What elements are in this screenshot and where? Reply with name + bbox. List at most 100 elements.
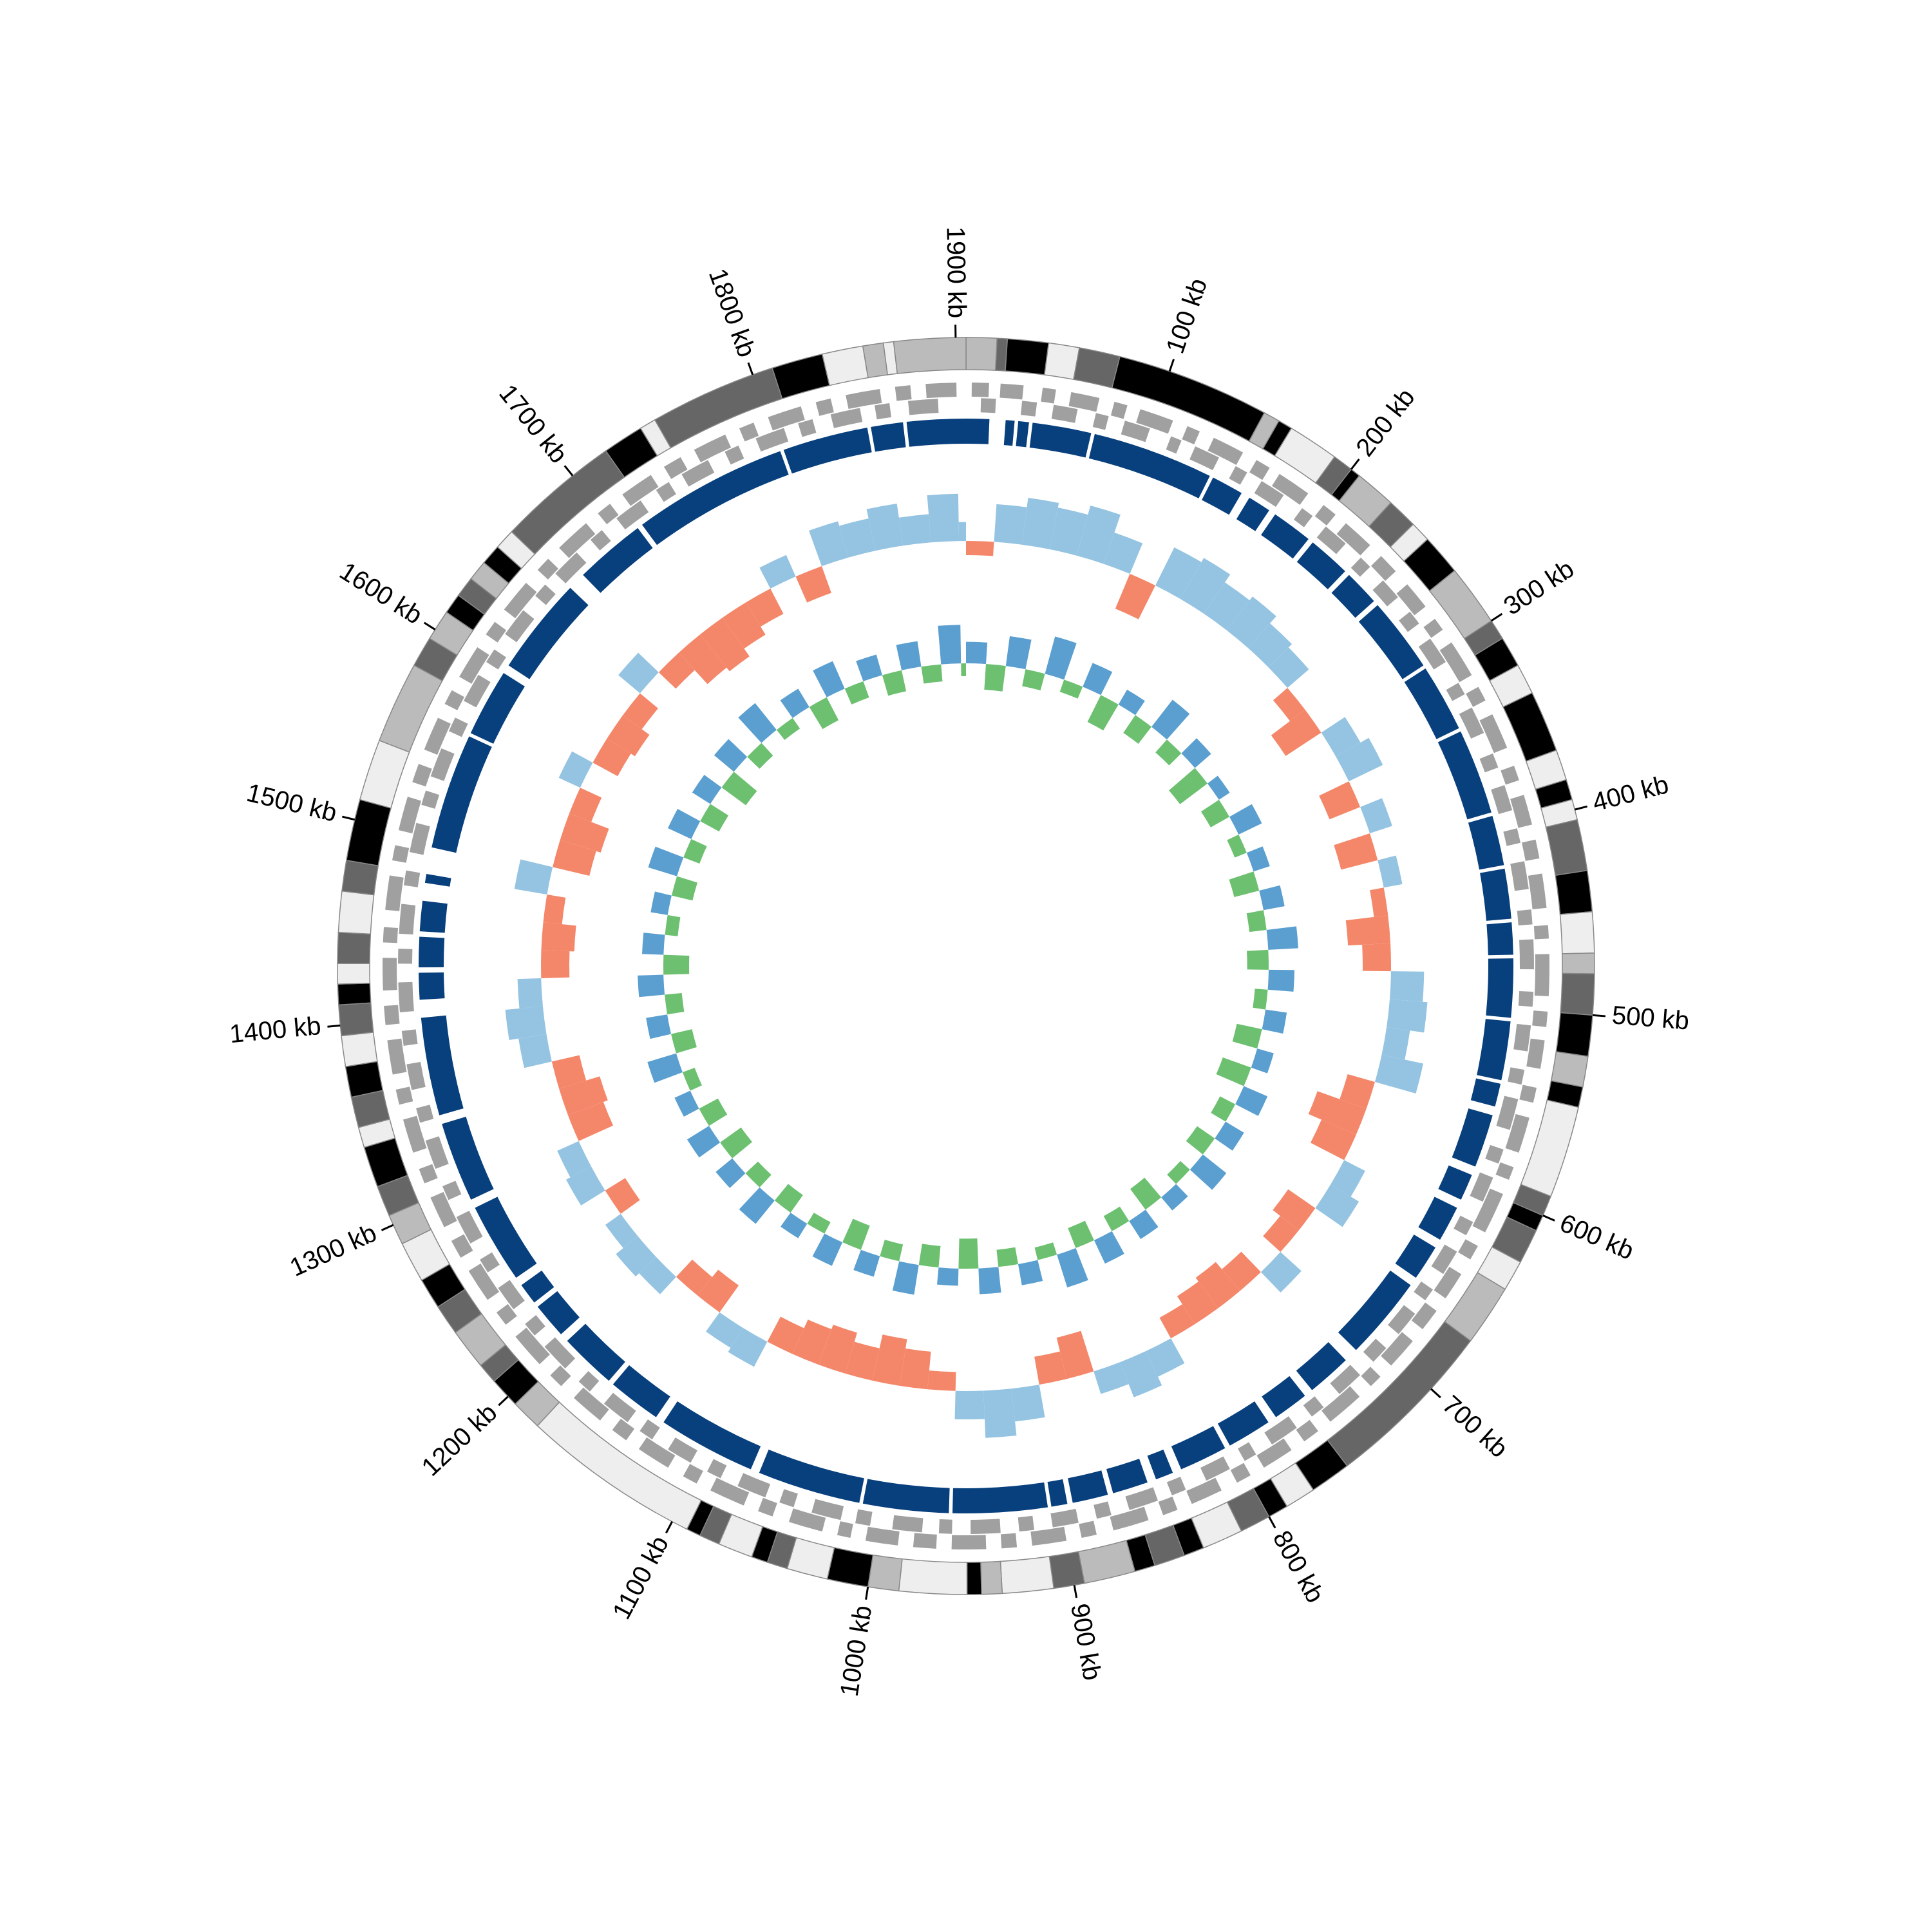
gc-skew-bar — [1334, 833, 1378, 870]
gc-skew-bar — [1177, 1282, 1218, 1325]
gene — [1396, 584, 1426, 616]
gene — [598, 504, 619, 525]
contig — [431, 736, 492, 853]
band — [1562, 952, 1595, 974]
gc-content-bar — [663, 954, 690, 975]
gc-skew-bar — [505, 1006, 547, 1041]
gene — [382, 958, 397, 991]
gc-content-bar — [699, 1098, 728, 1126]
gc-skew-bar — [697, 1269, 739, 1312]
gene — [683, 1464, 703, 1484]
gc-content-bar — [683, 838, 707, 864]
gene — [1517, 909, 1533, 925]
band — [980, 1560, 1003, 1595]
gc-skew-bar — [1146, 1338, 1185, 1377]
tick-label: 1400 kb — [229, 1012, 323, 1048]
gc-content-bar — [638, 974, 665, 998]
gene — [622, 475, 659, 506]
band — [345, 1061, 384, 1098]
gene — [1370, 556, 1396, 582]
gc-skew-bar — [1247, 623, 1293, 668]
gene — [1491, 785, 1513, 815]
gene — [907, 399, 939, 415]
gene — [1387, 1305, 1416, 1334]
contig — [1016, 421, 1029, 448]
gc-skew-bar — [1273, 1189, 1316, 1231]
gene — [1094, 1501, 1112, 1519]
contig — [1338, 1270, 1411, 1350]
gc-content-bar — [896, 641, 922, 670]
gene — [430, 748, 455, 781]
gc-skew-bar — [1195, 1262, 1240, 1309]
gene — [789, 1508, 826, 1532]
gene — [1166, 436, 1182, 454]
gc-content-bar — [674, 1090, 699, 1117]
gene — [1264, 1416, 1297, 1445]
gene — [1414, 1281, 1433, 1301]
tick-mark — [381, 1224, 394, 1231]
gene — [463, 674, 491, 708]
gc-content-bar — [958, 1238, 979, 1269]
gc-skew-bar — [1389, 971, 1425, 1002]
gene — [421, 790, 440, 809]
gene — [442, 1180, 462, 1200]
gene — [550, 1365, 571, 1387]
gene — [444, 690, 464, 710]
gc-skew-bar — [569, 788, 602, 822]
gc-skew-bar — [699, 618, 750, 672]
gc-content-bar — [844, 681, 869, 705]
gc-skew-bar — [1362, 943, 1391, 972]
gc-content-bar — [1129, 1209, 1159, 1240]
tick-mark — [1592, 1014, 1606, 1018]
gene — [1479, 753, 1499, 773]
gene — [1533, 925, 1549, 940]
gene — [1399, 611, 1419, 632]
gene — [768, 406, 805, 431]
gc-content-bar — [1057, 1248, 1088, 1288]
gene — [638, 1437, 676, 1468]
gene — [951, 1535, 987, 1550]
gc-skew-bar — [795, 566, 831, 603]
gc-content-bar — [984, 664, 1006, 692]
contig — [1171, 1426, 1226, 1470]
gene — [737, 1473, 771, 1498]
gene — [1454, 1215, 1473, 1236]
tick-mark — [1542, 1215, 1555, 1222]
gene — [724, 445, 744, 465]
contig — [1296, 542, 1345, 590]
contig — [583, 527, 653, 593]
gc-content-bar — [882, 670, 907, 696]
gc-content-bar — [721, 772, 757, 806]
gene — [1503, 828, 1521, 846]
gene — [384, 1005, 400, 1025]
gene — [1018, 1515, 1034, 1532]
tick-label: 1600 kb — [335, 557, 428, 630]
gc-content-bar — [665, 914, 681, 936]
contig — [952, 1482, 1048, 1513]
contig — [1418, 1197, 1457, 1240]
gene — [1518, 990, 1534, 1007]
band — [1502, 692, 1557, 762]
band — [1048, 1551, 1085, 1589]
gc-skew-bar — [605, 1213, 638, 1248]
gene — [811, 1499, 844, 1520]
band — [1077, 1540, 1136, 1584]
band — [772, 353, 831, 400]
gc-content-bar — [774, 1184, 803, 1213]
gene — [1472, 1188, 1503, 1233]
band — [337, 963, 371, 985]
gene — [1020, 401, 1037, 417]
gc-skew-bar — [728, 1327, 768, 1367]
gc-content-bar — [646, 1014, 672, 1039]
gc-skew-bar — [1034, 1351, 1067, 1385]
gc-skew-bar — [1222, 1251, 1261, 1291]
gc-content-bar — [687, 1126, 721, 1158]
gc-content-bar — [1259, 885, 1285, 911]
tick-mark — [747, 362, 754, 375]
tick-label: 300 kb — [1499, 554, 1579, 621]
gc-content-bar — [1118, 689, 1145, 715]
gc-skew-bar — [517, 978, 543, 1009]
gc-skew-bar — [559, 1076, 608, 1115]
gc-skew-bar — [1077, 505, 1121, 564]
contig — [1088, 433, 1210, 498]
